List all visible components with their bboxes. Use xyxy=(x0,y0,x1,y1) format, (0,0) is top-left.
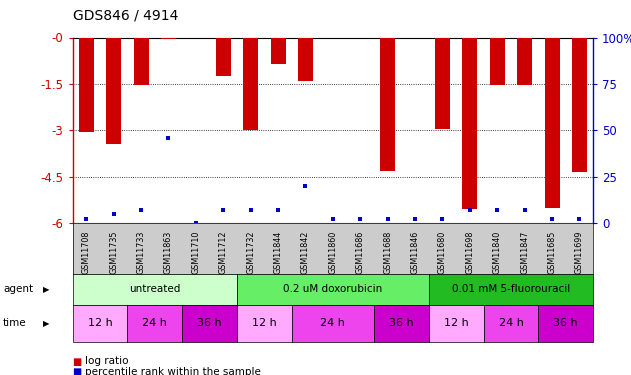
Text: ■: ■ xyxy=(73,367,82,375)
Bar xyxy=(243,38,258,130)
Text: ▶: ▶ xyxy=(43,285,49,294)
Text: 36 h: 36 h xyxy=(389,318,414,328)
Text: 0.2 uM doxorubicin: 0.2 uM doxorubicin xyxy=(283,284,382,294)
Bar xyxy=(271,38,286,64)
Text: untreated: untreated xyxy=(129,284,180,294)
Text: 12 h: 12 h xyxy=(88,318,112,328)
Bar xyxy=(463,38,478,209)
Text: 12 h: 12 h xyxy=(252,318,277,328)
Text: GSM11712: GSM11712 xyxy=(219,231,228,274)
Text: GDS846 / 4914: GDS846 / 4914 xyxy=(73,9,178,22)
Bar xyxy=(216,38,231,76)
Text: GSM11708: GSM11708 xyxy=(82,231,91,274)
Text: 24 h: 24 h xyxy=(143,318,167,328)
Text: GSM11842: GSM11842 xyxy=(301,231,310,274)
Text: time: time xyxy=(3,318,27,328)
Text: 24 h: 24 h xyxy=(498,318,523,328)
Text: 12 h: 12 h xyxy=(444,318,469,328)
Text: agent: agent xyxy=(3,284,33,294)
Text: GSM11710: GSM11710 xyxy=(191,231,201,274)
Bar xyxy=(490,38,505,86)
Text: 24 h: 24 h xyxy=(321,318,345,328)
Bar xyxy=(517,38,532,86)
Text: GSM11685: GSM11685 xyxy=(548,231,557,274)
Text: GSM11733: GSM11733 xyxy=(136,231,146,274)
Text: GSM11732: GSM11732 xyxy=(246,231,255,274)
Text: ▶: ▶ xyxy=(43,319,49,328)
Text: GSM11840: GSM11840 xyxy=(493,231,502,274)
Text: GSM11847: GSM11847 xyxy=(520,231,529,274)
Text: GSM11735: GSM11735 xyxy=(109,231,118,274)
Bar xyxy=(435,38,450,129)
Bar xyxy=(161,38,176,39)
Text: ■: ■ xyxy=(73,357,82,366)
Text: GSM11699: GSM11699 xyxy=(575,231,584,274)
Bar xyxy=(298,38,313,81)
Text: GSM11844: GSM11844 xyxy=(274,231,283,274)
Text: GSM11680: GSM11680 xyxy=(438,231,447,274)
Text: 0.01 mM 5-fluorouracil: 0.01 mM 5-fluorouracil xyxy=(452,284,570,294)
Text: percentile rank within the sample: percentile rank within the sample xyxy=(85,367,261,375)
Bar xyxy=(134,38,148,86)
Text: log ratio: log ratio xyxy=(85,357,129,366)
Bar xyxy=(106,38,121,144)
Text: GSM11846: GSM11846 xyxy=(411,231,420,274)
Text: GSM11686: GSM11686 xyxy=(356,231,365,274)
Text: GSM11863: GSM11863 xyxy=(164,231,173,274)
Text: 36 h: 36 h xyxy=(198,318,222,328)
Text: 36 h: 36 h xyxy=(553,318,578,328)
Text: GSM11698: GSM11698 xyxy=(465,231,475,274)
Bar xyxy=(545,38,560,208)
Bar xyxy=(572,38,587,172)
Bar xyxy=(79,38,94,132)
Bar xyxy=(380,38,395,171)
Text: GSM11860: GSM11860 xyxy=(328,231,338,274)
Text: GSM11688: GSM11688 xyxy=(383,231,392,274)
